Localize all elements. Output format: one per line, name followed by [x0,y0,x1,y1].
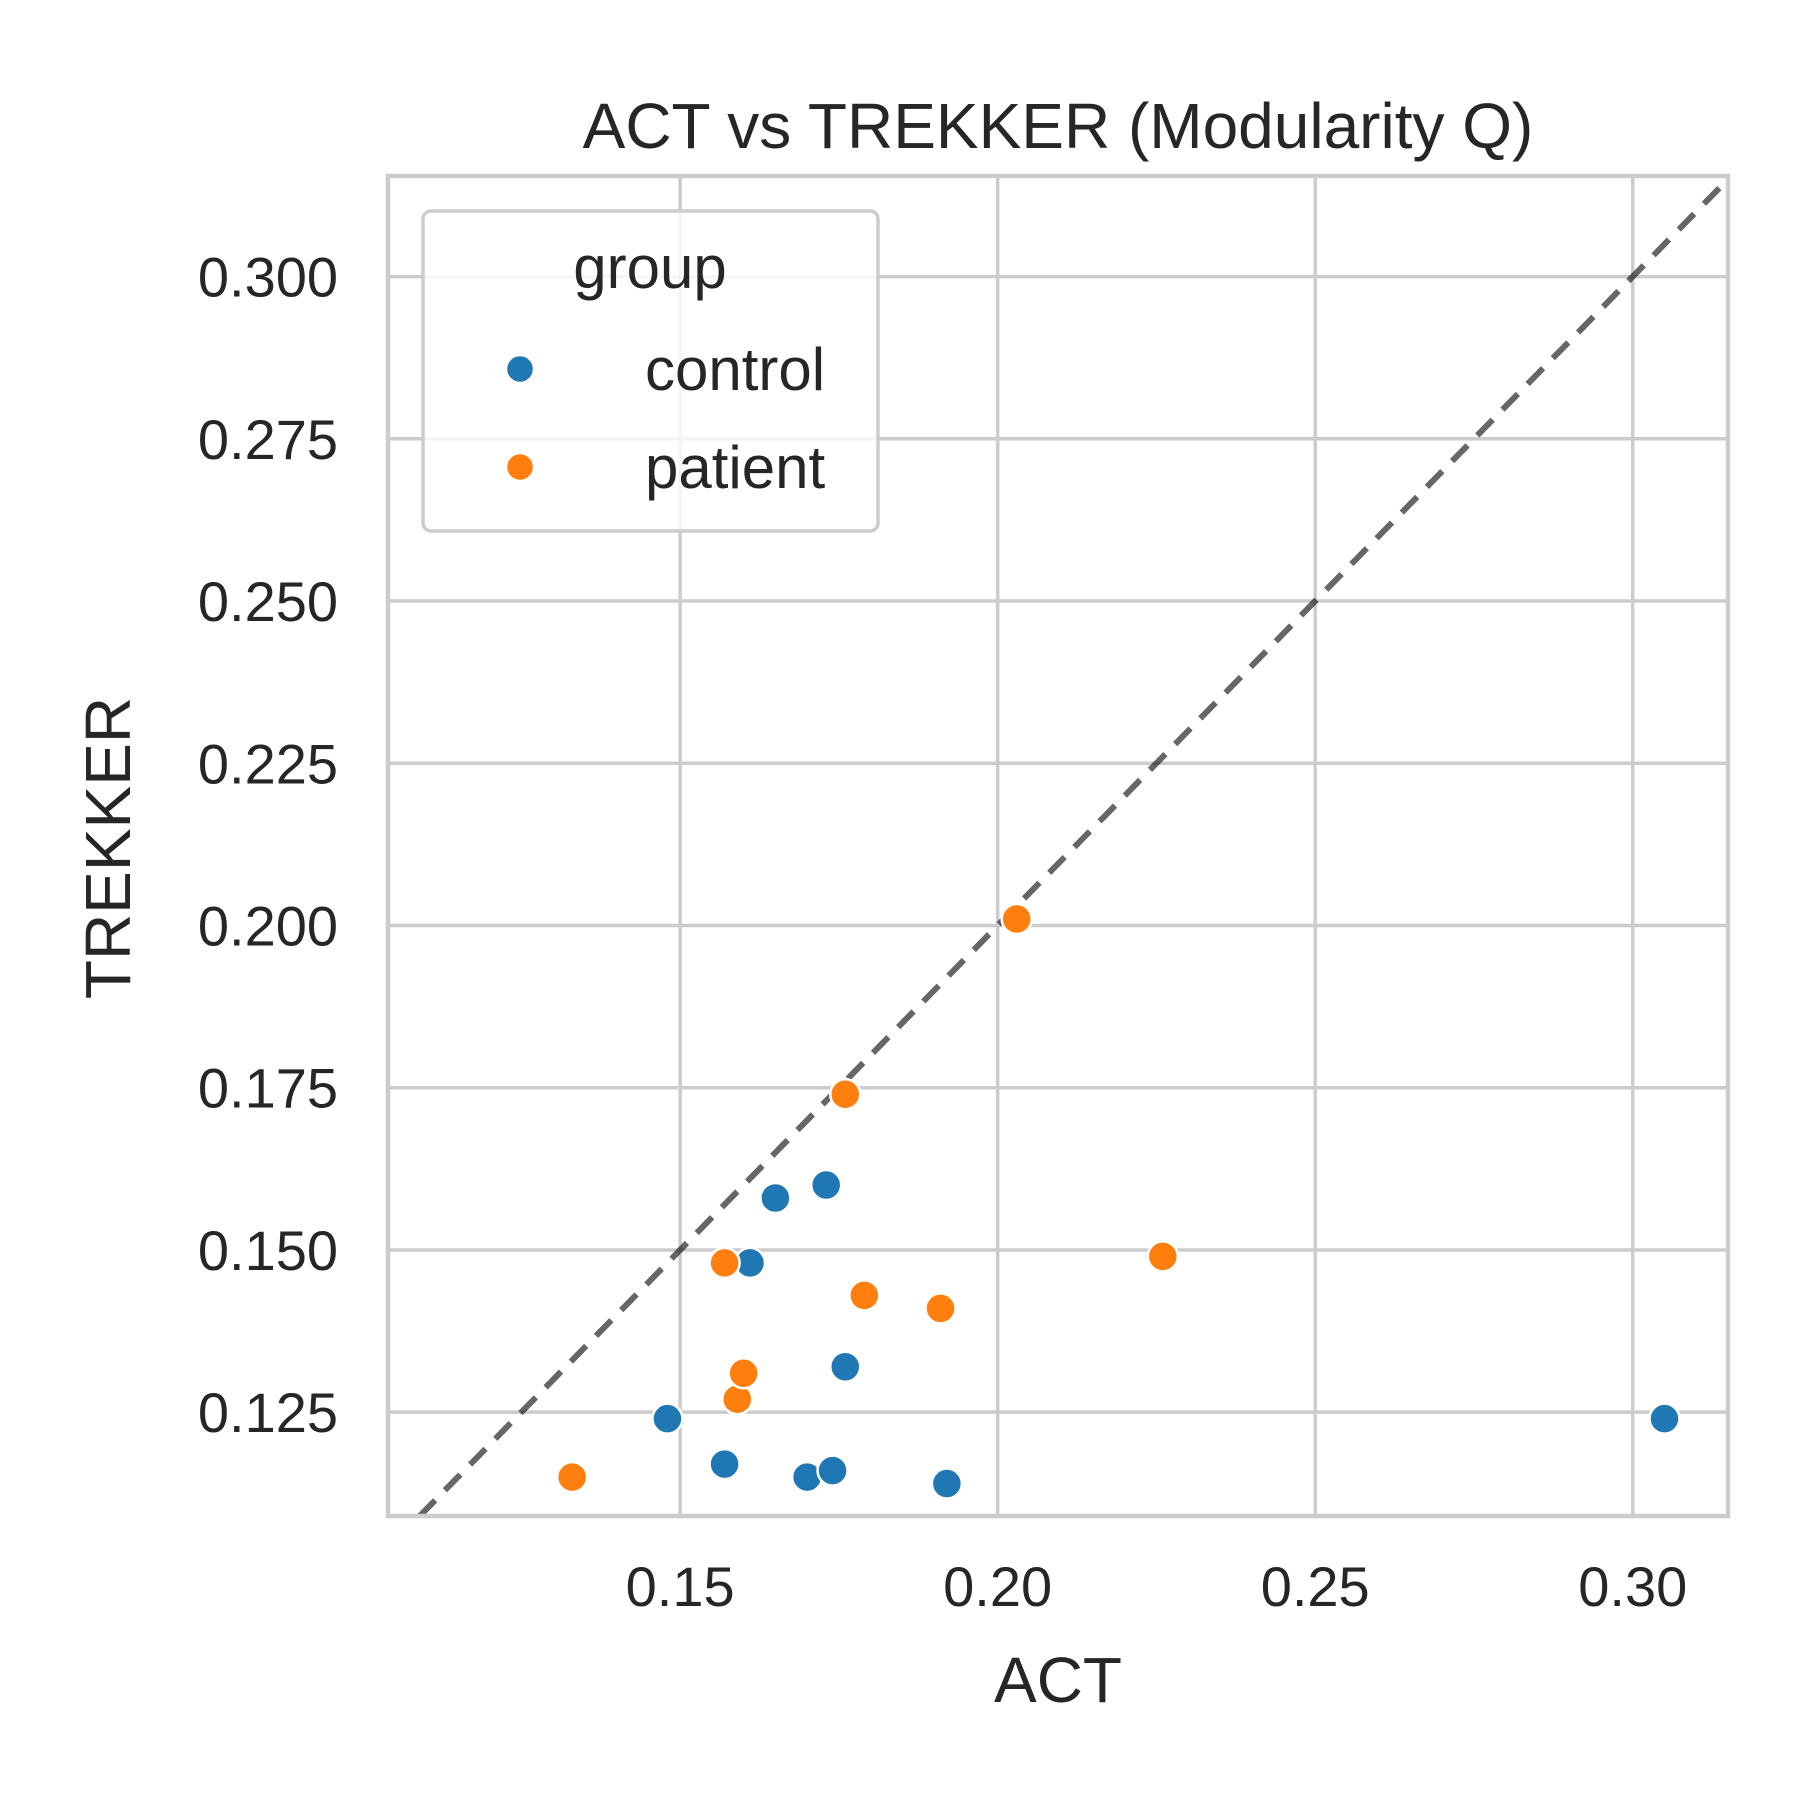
identity-line-layer [417,177,1731,1519]
legend-title: group [573,234,726,301]
x-tick-label: 0.25 [1261,1555,1370,1618]
control-point-5 [809,1168,843,1202]
legend-marker-control [504,353,536,385]
x-axis-label: ACT [994,1644,1122,1716]
control-point-7 [829,1350,862,1384]
patient-point-8 [1146,1240,1180,1273]
patient-point-4 [829,1077,862,1111]
identity-line [417,177,1731,1519]
patient-point-5 [848,1279,881,1312]
x-tick-label: 0.20 [943,1555,1052,1618]
patient-point-0 [555,1460,589,1494]
x-tick-label: 0.30 [1578,1555,1687,1618]
grid-lines [388,176,1728,1516]
y-tick-label: 0.275 [198,408,338,471]
patient-point-1 [708,1246,741,1280]
y-tick-label: 0.225 [198,732,338,795]
x-tick-label: 0.15 [626,1555,735,1618]
patient-point-7 [1000,902,1033,936]
legend-label-patient: patient [645,434,825,501]
chart-title: ACT vs TREKKER (Modularity Q) [583,90,1534,162]
y-tick-labels: 0.125 0.150 0.175 0.200 0.225 0.250 0.275 0.300 [198,246,338,1445]
series-patient [555,902,1180,1494]
control-point-9 [1648,1402,1681,1435]
series-control [651,1168,1681,1500]
y-tick-label: 0.250 [198,570,338,633]
control-point-0 [651,1402,684,1435]
y-tick-label: 0.200 [198,894,338,957]
y-tick-label: 0.175 [198,1057,338,1120]
plot-frame [385,173,1731,1519]
control-point-3 [759,1181,792,1215]
control-point-6 [816,1454,849,1487]
y-tick-label: 0.150 [198,1219,338,1282]
legend-marker-patient [504,451,536,483]
patient-point-3 [727,1356,760,1390]
data-points [555,902,1681,1500]
legend-box [421,209,880,533]
control-point-1 [708,1447,741,1481]
patient-point-6 [924,1292,957,1325]
control-point-8 [930,1467,964,1500]
y-axis-label: TREKKER [72,697,144,999]
legend-label-control: control [645,336,825,403]
y-tick-label: 0.125 [198,1381,338,1444]
y-tick-label: 0.300 [198,246,338,309]
x-tick-labels: 0.15 0.20 0.25 0.30 [626,1555,1688,1618]
legend: group control patient [421,209,880,533]
